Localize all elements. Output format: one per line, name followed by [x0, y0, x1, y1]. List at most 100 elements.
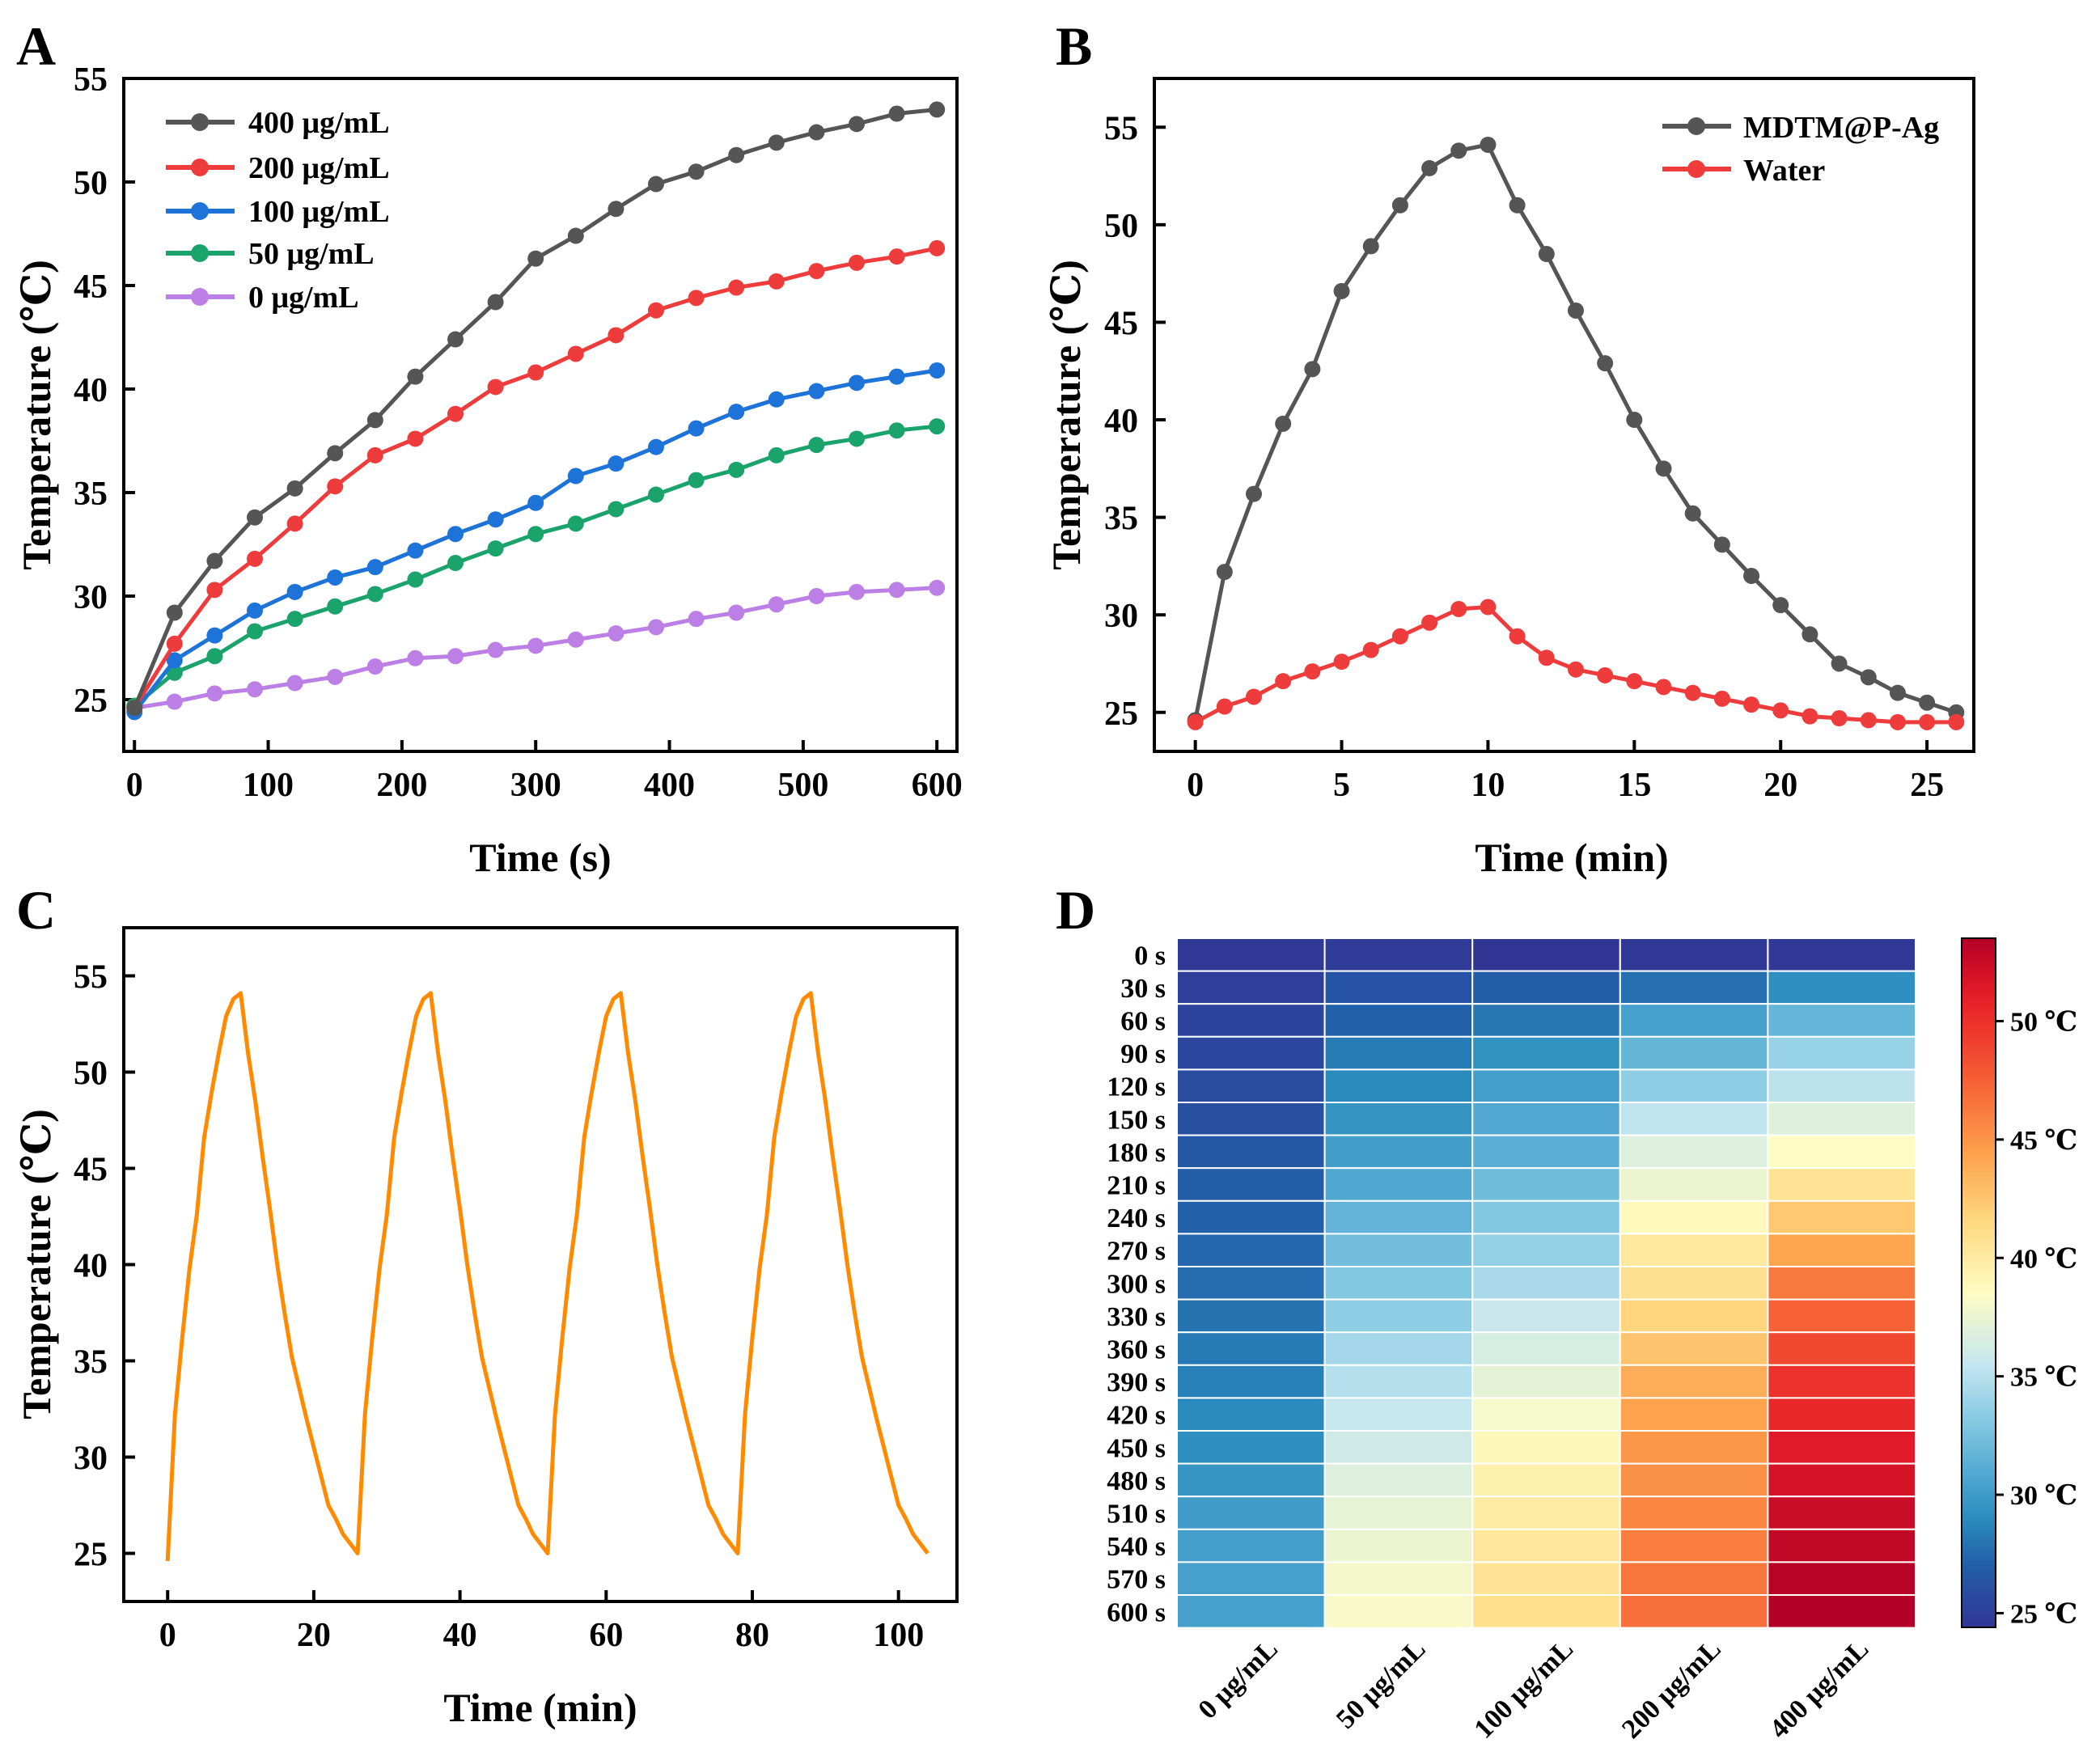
heatmap-row-label: 360 s [1107, 1335, 1166, 1365]
series-100-point [247, 602, 264, 619]
series-400-point [327, 445, 344, 462]
series-200-point [808, 263, 825, 280]
series-100-point [286, 583, 303, 600]
series-200-point [527, 364, 544, 381]
panel-c-y-tick-label: 45 [74, 1152, 108, 1189]
series-100-point [888, 368, 905, 385]
series-0-point [688, 611, 705, 628]
panel-a-y-axis-label: Temperature (℃) [14, 260, 59, 569]
heatmap-cell [1767, 1298, 1916, 1334]
series-0-point [407, 649, 424, 666]
panel-b-y-axis-label: Temperature (℃) [1044, 260, 1089, 569]
heatmap-cell [1471, 937, 1621, 972]
panel-b-y-tick-label: 55 [1104, 110, 1138, 147]
heatmap-cell [1471, 1003, 1621, 1038]
series-100-point [648, 438, 665, 455]
series-water-point [1567, 661, 1584, 678]
heatmap-cell [1323, 1102, 1474, 1136]
series-200-point [728, 279, 745, 296]
heatmap-cell [1176, 1298, 1326, 1334]
panel-c-y-tick-label: 25 [74, 1537, 108, 1574]
heatmap-cell [1176, 1462, 1326, 1498]
series-composite-point [1831, 655, 1848, 672]
panel-d-cells [1176, 937, 1916, 1629]
series-composite-point [1333, 282, 1350, 299]
panel-a-y-tick-label: 55 [74, 61, 108, 99]
heatmap-cell [1471, 1462, 1621, 1498]
series-400-point [166, 604, 183, 621]
series-water-point [1713, 690, 1730, 707]
panel-b-x-tick-label: 25 [1910, 767, 1944, 804]
series-200-point [166, 635, 183, 652]
legend-water-label: Water [1743, 154, 1825, 188]
heatmap-cell [1323, 1003, 1474, 1038]
heatmap-row-label: 150 s [1107, 1105, 1166, 1135]
legend-composite-label: MDTM@P-Ag [1743, 111, 1939, 145]
heatmap-cell [1176, 1430, 1326, 1465]
heatmap-row-label: 510 s [1107, 1500, 1166, 1529]
series-composite-point [1362, 238, 1379, 255]
heatmap-cell [1323, 1035, 1474, 1071]
series-200-point [888, 248, 905, 265]
panel-c-x-tick-label: 100 [873, 1617, 924, 1654]
heatmap-cell [1176, 970, 1326, 1005]
heatmap-column-label: 400 μg/mL [1764, 1634, 1875, 1745]
panel-b-series [1187, 136, 1965, 730]
series-100-point [166, 652, 183, 669]
panel-c-y-tick-label: 40 [74, 1248, 108, 1285]
panel-c-y-tick-label: 55 [74, 959, 108, 996]
series-200-point [206, 582, 223, 599]
series-0-point [888, 582, 905, 599]
series-0-point [567, 631, 584, 648]
series-0-point [166, 693, 183, 710]
panel-a-x-tick-label: 0 [126, 767, 143, 804]
panel-a-x-tick-label: 300 [510, 767, 561, 804]
heatmap-cell [1767, 1233, 1916, 1268]
panel-d-colorbar [1961, 937, 1996, 1628]
panel-b-y-tick-label: 25 [1104, 696, 1138, 733]
series-50-point [608, 501, 624, 518]
legend-100-marker [191, 202, 209, 220]
series-100-point [487, 511, 504, 528]
panel-c-x-tick-label: 40 [443, 1617, 477, 1654]
heatmap-row-label: 450 s [1107, 1433, 1166, 1463]
panel-a-y-ticks: 25 30 35 40 45 50 55 [74, 61, 135, 720]
heatmap-row-label: 570 s [1107, 1565, 1166, 1595]
series-composite-point [1860, 669, 1877, 686]
series-100-point [327, 569, 344, 586]
heatmap-cell [1471, 1233, 1621, 1268]
legend-200-marker [191, 159, 209, 176]
heatmap-cell [1619, 1561, 1769, 1597]
panel-a-legend: 400 μg/mL 200 μg/mL 100 μg/mL 50 μg/mL 0… [166, 106, 390, 315]
legend-100-label: 100 μg/mL [248, 195, 390, 229]
heatmap-row-label: 330 s [1107, 1302, 1166, 1332]
heatmap-row-label: 540 s [1107, 1532, 1166, 1562]
panel-b-x-tick-label: 20 [1763, 767, 1797, 804]
series-0-point [608, 625, 624, 642]
heatmap-row-label: 390 s [1107, 1368, 1166, 1398]
panel-b-y-tick-label: 35 [1104, 501, 1138, 538]
series-water-point [1889, 713, 1906, 730]
heatmap-cell [1323, 937, 1474, 972]
series-composite-point [1450, 142, 1467, 159]
heatmap-cell [1323, 1462, 1474, 1498]
heatmap-column-label: 200 μg/mL [1616, 1634, 1727, 1745]
heatmap-cell [1323, 1496, 1474, 1530]
heatmap-cell [1323, 1266, 1474, 1301]
heatmap-cell [1619, 1068, 1769, 1104]
series-water-point [1480, 599, 1497, 616]
series-0-point [206, 685, 223, 702]
heatmap-cell [1323, 1134, 1474, 1170]
series-50-point [206, 648, 223, 665]
heatmap-cell [1176, 1397, 1326, 1432]
series-200-point [608, 327, 624, 344]
series-400-point [648, 176, 665, 192]
heatmap-cell [1619, 1364, 1769, 1399]
heatmap-cell [1471, 1134, 1621, 1170]
series-50-point [849, 430, 866, 447]
series-composite-point [1919, 694, 1936, 711]
series-100-point [608, 455, 624, 472]
heatmap-cell [1619, 1134, 1769, 1170]
heatmap-cell [1176, 1561, 1326, 1597]
